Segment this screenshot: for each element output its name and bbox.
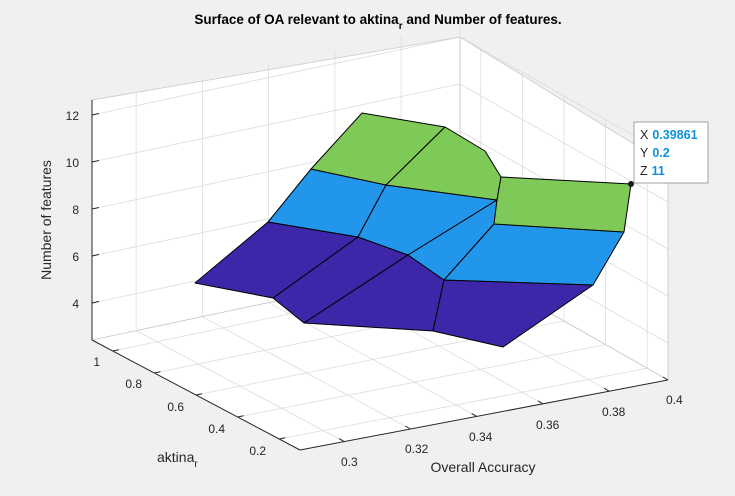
y-gridline xyxy=(279,367,648,440)
x-tick xyxy=(471,412,477,417)
y-tick xyxy=(112,349,119,352)
x-tick-label: 0.34 xyxy=(469,430,493,444)
y-tick-label: 0.2 xyxy=(249,444,266,458)
z-tick xyxy=(91,207,100,210)
z-tick xyxy=(91,254,100,257)
y-axis-label: aktinar xyxy=(157,449,198,470)
z-gridline xyxy=(91,83,461,163)
surface-patch-high xyxy=(385,126,502,201)
datatip-x: X 0.39861 xyxy=(640,128,698,142)
x-tick xyxy=(405,425,411,430)
x-axis-label: Overall Accuracy xyxy=(430,459,535,475)
x-tick xyxy=(662,376,669,381)
x-tick-label: 0.4 xyxy=(666,393,683,407)
x-tick-label: 0.3 xyxy=(341,455,358,469)
y-tick-label: 0.4 xyxy=(208,422,225,436)
z-tick-label: 12 xyxy=(66,109,80,123)
datatip-marker[interactable] xyxy=(628,181,634,187)
y-tick xyxy=(237,415,244,418)
x-tick xyxy=(338,438,345,443)
x-tick xyxy=(603,387,610,392)
y-tick xyxy=(279,437,286,440)
datatip-y: Y 0.2 xyxy=(640,146,670,160)
y-tick-label: 0.6 xyxy=(167,400,184,414)
x-axis-line xyxy=(299,379,669,451)
x-tick-label: 0.32 xyxy=(405,442,429,456)
x-gridline xyxy=(202,316,411,430)
z-tick xyxy=(91,113,100,116)
y-tick xyxy=(154,371,161,374)
chart-title: Surface of OA relevant to aktinar and Nu… xyxy=(194,12,561,32)
datatip-z: Z 11 xyxy=(640,164,665,178)
tick-marks xyxy=(91,113,669,443)
y-tick-label: 1 xyxy=(93,355,100,369)
y-gridline xyxy=(237,344,606,418)
y-tick-label: 0.8 xyxy=(125,377,142,391)
y-tick xyxy=(195,393,203,396)
z-tick-label: 10 xyxy=(66,156,80,170)
datatip-box xyxy=(633,121,709,184)
z-tick xyxy=(91,160,100,163)
z-tick-label: 6 xyxy=(72,250,79,264)
y-tick-labels: 0.2 0.4 0.6 0.8 1 xyxy=(93,355,266,458)
x-tick-labels: 0.3 0.32 0.34 0.36 0.38 0.4 xyxy=(341,393,683,469)
x-tick-label: 0.36 xyxy=(536,418,560,432)
z-gridline xyxy=(91,36,461,116)
x-tick xyxy=(537,400,544,405)
z-tick-label: 4 xyxy=(72,297,79,311)
surface-mesh xyxy=(194,112,632,348)
x-gridline xyxy=(135,330,345,442)
surface-patch-high xyxy=(493,176,632,233)
z-tick xyxy=(91,301,100,304)
z-tick-labels: 4 6 8 10 12 xyxy=(66,109,80,311)
datatip[interactable]: X 0.39861 Y 0.2 Z 11 xyxy=(628,121,709,187)
z-tick-label: 8 xyxy=(72,203,79,217)
x-tick-label: 0.38 xyxy=(602,405,626,419)
z-axis-label: Number of features xyxy=(38,160,54,280)
